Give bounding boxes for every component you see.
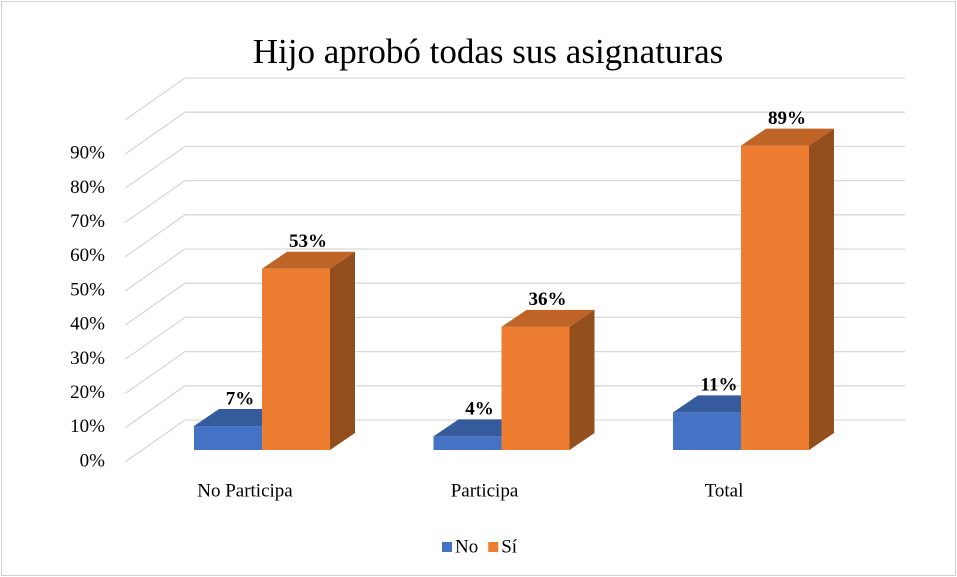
y-tick-label: 30% bbox=[70, 348, 105, 369]
bar bbox=[433, 436, 502, 450]
bar bbox=[262, 268, 330, 450]
bar bbox=[673, 412, 741, 450]
x-tick-label: Participa bbox=[451, 480, 519, 501]
bar-side bbox=[809, 128, 834, 450]
bar bbox=[194, 426, 262, 450]
data-label: 89% bbox=[768, 108, 806, 129]
grid-line bbox=[124, 350, 905, 395]
data-label: 36% bbox=[529, 289, 567, 310]
y-tick-label: 20% bbox=[70, 382, 105, 403]
y-tick-label: 90% bbox=[70, 143, 105, 164]
bar-top bbox=[501, 309, 595, 327]
bar-top bbox=[741, 128, 834, 146]
y-tick-label: 50% bbox=[70, 279, 105, 300]
grid-line bbox=[124, 419, 905, 463]
y-tick-label: 80% bbox=[70, 177, 105, 198]
y-tick-label: 10% bbox=[70, 416, 105, 437]
bar bbox=[741, 145, 809, 450]
grid-line bbox=[124, 385, 905, 429]
grid-line bbox=[124, 145, 905, 189]
bar-top bbox=[262, 251, 355, 269]
x-tick-label: No Participa bbox=[197, 480, 293, 501]
data-label: 53% bbox=[289, 231, 327, 252]
grid-line bbox=[124, 77, 905, 121]
x-tick-label: Total bbox=[705, 480, 744, 501]
legend-swatch bbox=[442, 542, 452, 552]
grid-line bbox=[124, 111, 905, 155]
grid-line bbox=[124, 248, 905, 292]
bar-side bbox=[569, 309, 595, 450]
y-tick-label: 40% bbox=[70, 314, 105, 335]
y-tick-label: 60% bbox=[70, 245, 105, 266]
legend-swatch bbox=[488, 542, 499, 552]
chart-title: Hijo aprobó todas sus asignaturas bbox=[253, 32, 723, 71]
data-label: 7% bbox=[226, 388, 255, 409]
grid-line bbox=[124, 179, 905, 224]
data-label: 11% bbox=[701, 375, 738, 396]
grid-line bbox=[124, 282, 905, 326]
legend-label: Sí bbox=[501, 536, 518, 557]
data-label: 4% bbox=[465, 399, 494, 420]
bar bbox=[501, 326, 570, 450]
y-tick-label: 0% bbox=[80, 450, 106, 471]
y-tick-label: 70% bbox=[70, 211, 105, 232]
legend-label: No bbox=[455, 536, 478, 557]
grid-line bbox=[124, 214, 905, 258]
bar-side bbox=[330, 251, 355, 450]
grid-line bbox=[124, 316, 905, 360]
